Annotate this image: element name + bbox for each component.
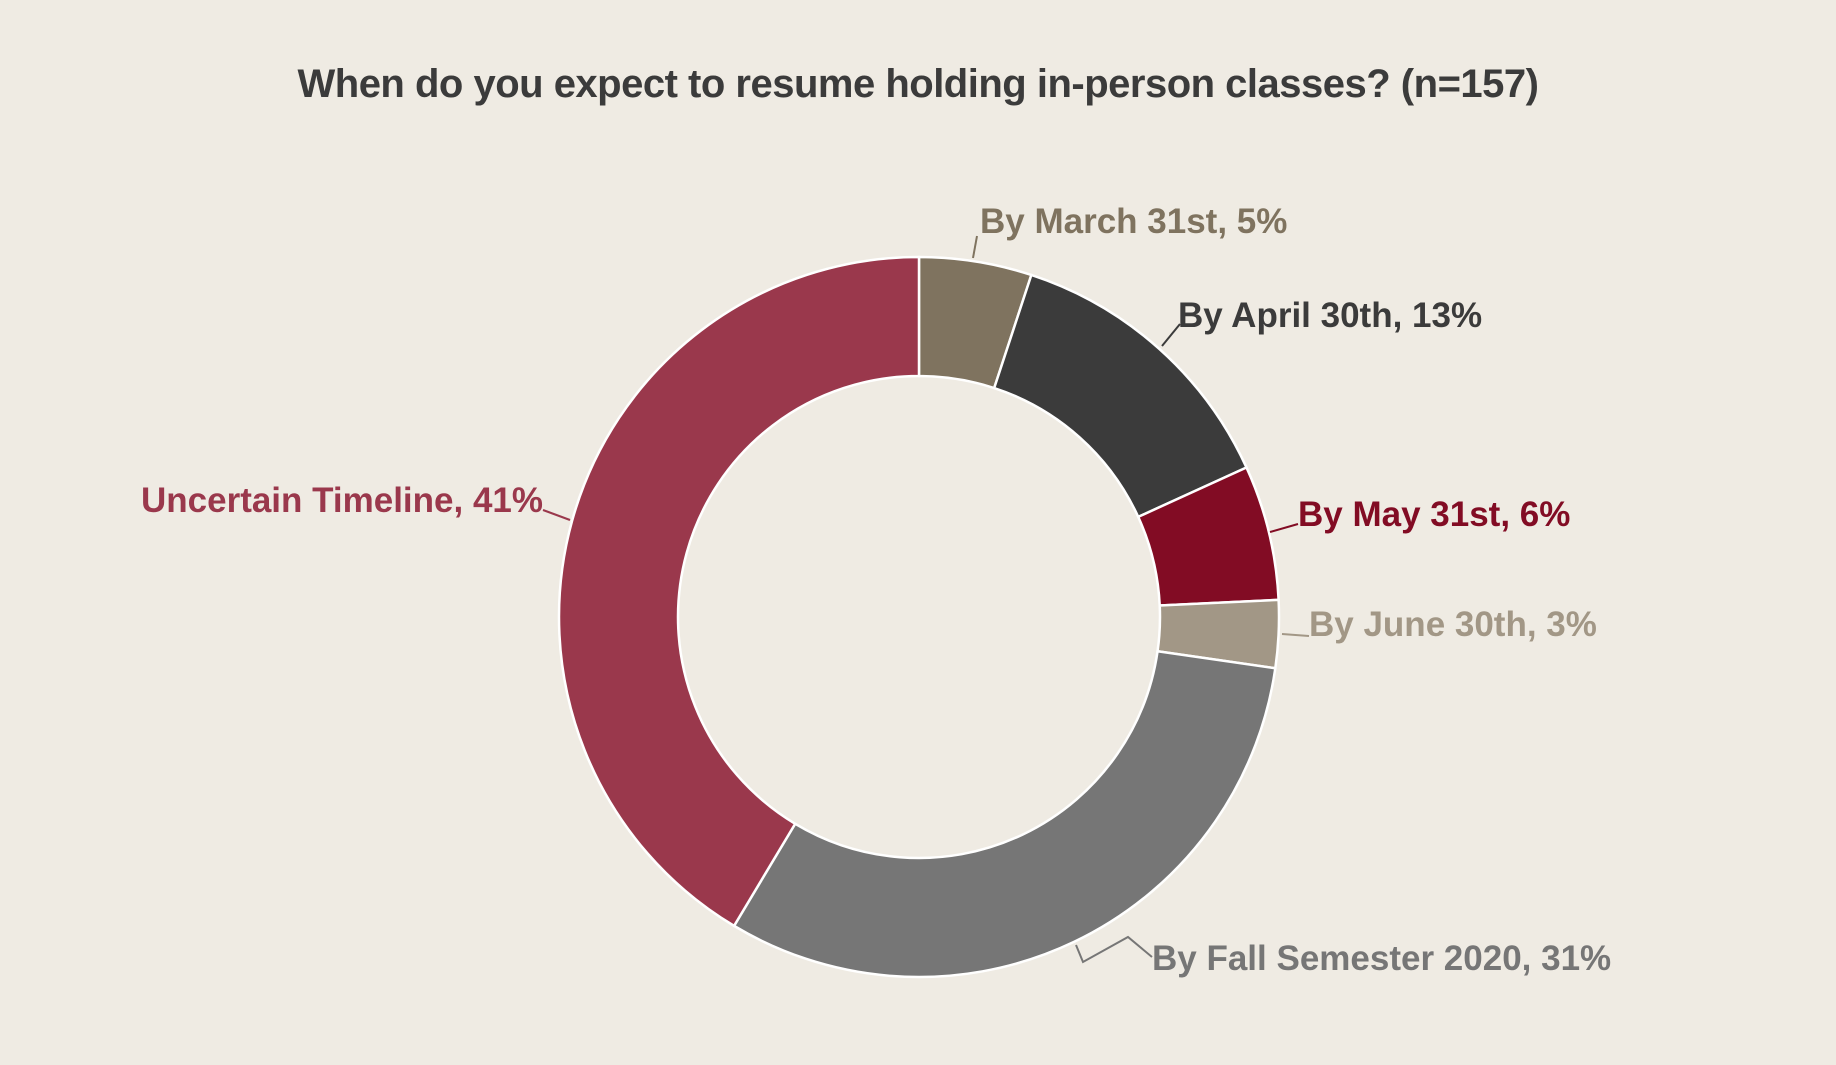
leader-line-uncertain-timeline <box>542 509 571 521</box>
leader-line-by-may-31st <box>1269 523 1299 533</box>
slice-label-by-june-30th: By June 30th, 3% <box>1309 605 1597 644</box>
chart-title: When do you expect to resume holding in-… <box>297 62 1539 106</box>
slice-label-by-may-31st: By May 31st, 6% <box>1298 495 1570 534</box>
leader-line-by-march-31st <box>972 235 978 259</box>
leader-line-by-fall-semester-2020 <box>1075 935 1153 964</box>
leader-line-by-april-30th <box>1161 323 1181 347</box>
slice-label-by-march-31st: By March 31st, 5% <box>980 202 1287 241</box>
slice-by-fall-semester-2020 <box>732 650 1277 979</box>
slice-uncertain-timeline <box>557 255 921 928</box>
slice-label-by-april-30th: By April 30th, 13% <box>1178 296 1482 335</box>
slice-labels: By March 31st, 5% By April 30th, 13% By Ma… <box>141 202 1611 978</box>
leader-lines <box>542 235 1310 964</box>
slice-label-uncertain-timeline: Uncertain Timeline, 41% <box>141 481 543 520</box>
leader-line-by-june-30th <box>1281 633 1310 637</box>
slices <box>557 255 1281 979</box>
slice-label-by-fall-semester-2020: By Fall Semester 2020, 31% <box>1152 939 1611 978</box>
